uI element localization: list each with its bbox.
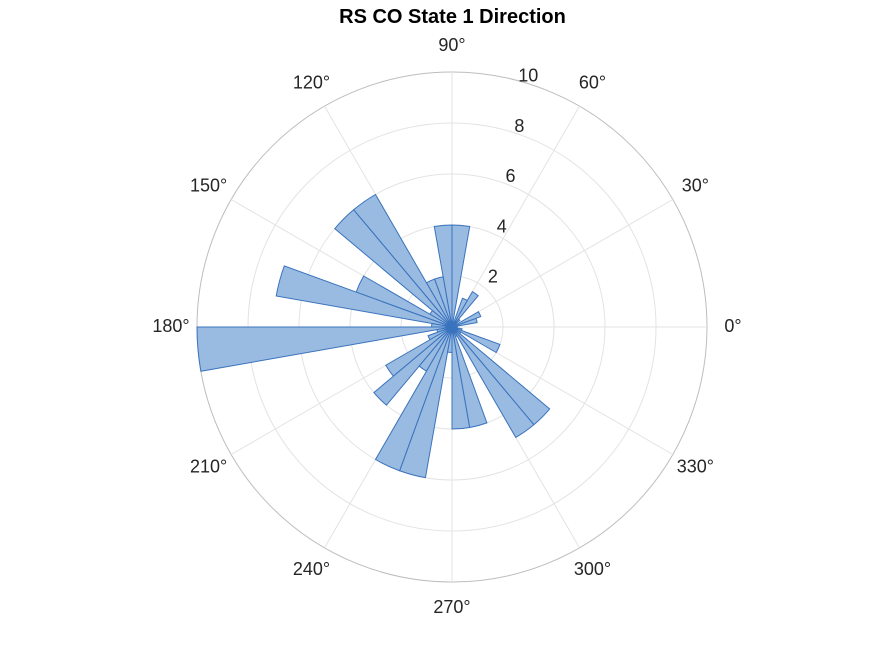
bar-250-260 — [399, 326, 453, 479]
radial-label-2: 2 — [488, 267, 498, 287]
bar-220-230 — [373, 326, 453, 406]
bar-20-30 — [451, 311, 482, 328]
angle-label-0: 0° — [724, 316, 741, 336]
angle-label-210: 210° — [190, 456, 227, 476]
histogram-bars — [196, 193, 551, 479]
bar-60-70 — [451, 297, 468, 328]
axis-labels: 0° 30° 60° 90° 120° 150° 180° 210° 240° 270° 300° 3… — [152, 35, 741, 617]
radial-label-4: 4 — [497, 216, 507, 236]
bar-160-170 — [275, 265, 453, 328]
angle-label-270: 270° — [433, 597, 470, 617]
bar-180-190 — [196, 326, 453, 372]
radial-label-6: 6 — [506, 166, 516, 186]
angle-label-150: 150° — [190, 175, 227, 195]
radial-label-8: 8 — [514, 116, 524, 136]
bar-130-140 — [334, 209, 453, 328]
spoke-30 — [451, 199, 674, 328]
angle-label-60: 60° — [579, 72, 606, 92]
bar-50-60 — [451, 290, 479, 328]
angle-label-240: 240° — [293, 559, 330, 579]
bar-330-340 — [451, 326, 501, 354]
angle-label-180: 180° — [152, 316, 189, 336]
bar-350-360 — [451, 326, 458, 329]
chart-title: RS CO State 1 Direction — [339, 6, 566, 28]
radial-label-10: 10 — [518, 66, 538, 86]
angle-label-330: 330° — [677, 456, 714, 476]
angle-label-90: 90° — [438, 35, 465, 55]
angle-label-30: 30° — [682, 175, 709, 195]
bar-280-290 — [451, 326, 488, 429]
bar-310-320 — [451, 326, 551, 426]
spoke-60 — [451, 105, 580, 328]
angle-label-120: 120° — [293, 72, 330, 92]
angle-label-300: 300° — [574, 559, 611, 579]
